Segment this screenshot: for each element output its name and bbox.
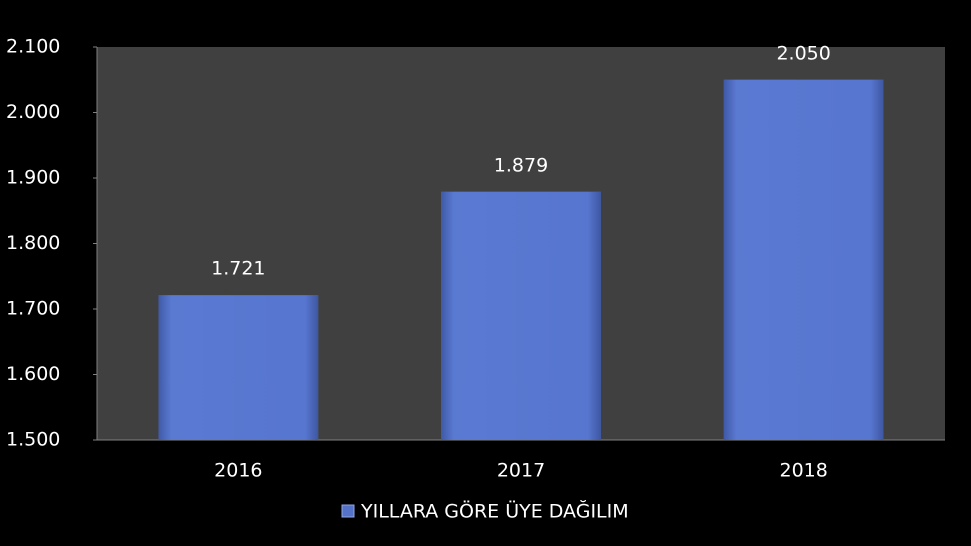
legend-label: YILLARA GÖRE ÜYE DAĞILIM: [360, 499, 629, 523]
y-tick-label: 1.500: [6, 429, 60, 451]
bar-shade: [723, 79, 884, 440]
legend-swatch: [341, 504, 355, 518]
y-tick-label: 2.100: [6, 36, 60, 58]
value-label: 1.721: [211, 258, 265, 280]
x-tick-label: 2017: [497, 460, 545, 482]
bar-shade: [158, 295, 319, 440]
y-tick-label: 1.900: [6, 167, 60, 189]
x-tick-label: 2016: [214, 460, 262, 482]
y-tick-label: 1.800: [6, 232, 60, 254]
y-tick-label: 1.700: [6, 298, 60, 320]
value-label: 1.879: [494, 154, 548, 176]
value-label: 2.050: [776, 42, 830, 64]
x-tick-label: 2018: [779, 460, 827, 482]
bar-shade: [441, 191, 601, 440]
y-tick-label: 1.600: [6, 363, 60, 385]
y-tick-label: 2.000: [6, 101, 60, 123]
